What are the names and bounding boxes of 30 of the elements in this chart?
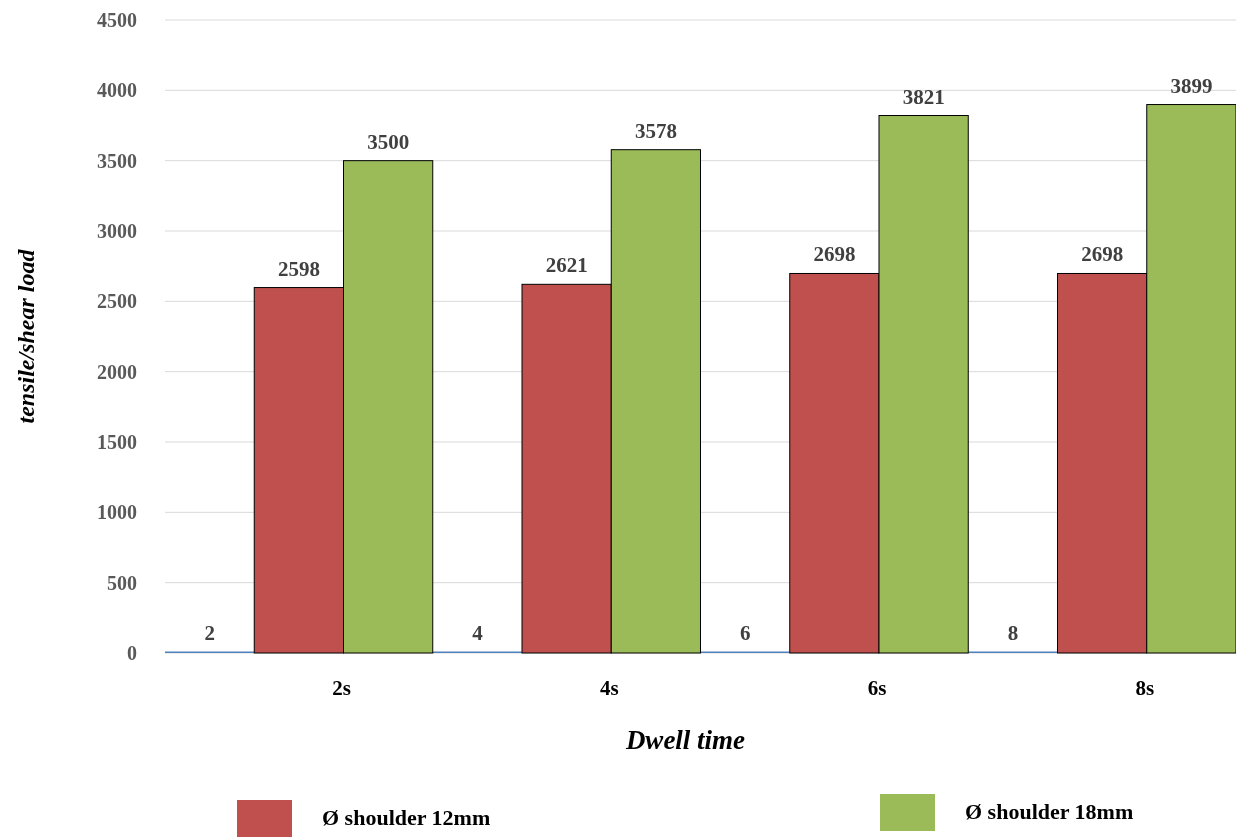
data-label: 3500: [367, 129, 410, 154]
data-label: 6: [739, 620, 751, 645]
data-label: 3899: [1170, 73, 1213, 98]
data-label: 8: [1007, 620, 1019, 645]
x-tick-label: 2s: [332, 676, 352, 700]
x-tick-label: 8s: [1135, 676, 1155, 700]
y-tick-label: 2500: [97, 290, 137, 313]
data-label: 2621: [545, 253, 588, 278]
y-tick-label: 3000: [97, 220, 137, 242]
y-tick-label: 4000: [97, 79, 137, 102]
y-tick-label: 1500: [97, 431, 137, 453]
y-tick-label: 2000: [97, 360, 137, 383]
data-label: 2: [204, 620, 215, 645]
data-label: 2698: [813, 242, 856, 267]
data-label: 3821: [902, 84, 945, 109]
x-tick-label: 4s: [600, 676, 619, 700]
legend-label: Ø shoulder 12mm: [322, 805, 491, 830]
data-label: 2698: [1081, 242, 1124, 267]
y-tick-label: 4500: [97, 9, 137, 31]
y-tick-label: 0: [127, 642, 137, 664]
data-label: 2598: [277, 256, 320, 281]
data-label: 4: [472, 620, 484, 645]
y-tick-label: 500: [107, 571, 137, 594]
y-tick-label: 1000: [97, 501, 137, 524]
y-axis-title: tensile/shear load: [13, 248, 39, 424]
data-label: 3578: [634, 118, 677, 143]
y-tick-label: 3500: [97, 149, 137, 172]
legend-label: Ø shoulder 18mm: [965, 799, 1134, 824]
x-axis-title: Dwell time: [624, 725, 746, 755]
x-tick-label: 6s: [867, 676, 887, 700]
